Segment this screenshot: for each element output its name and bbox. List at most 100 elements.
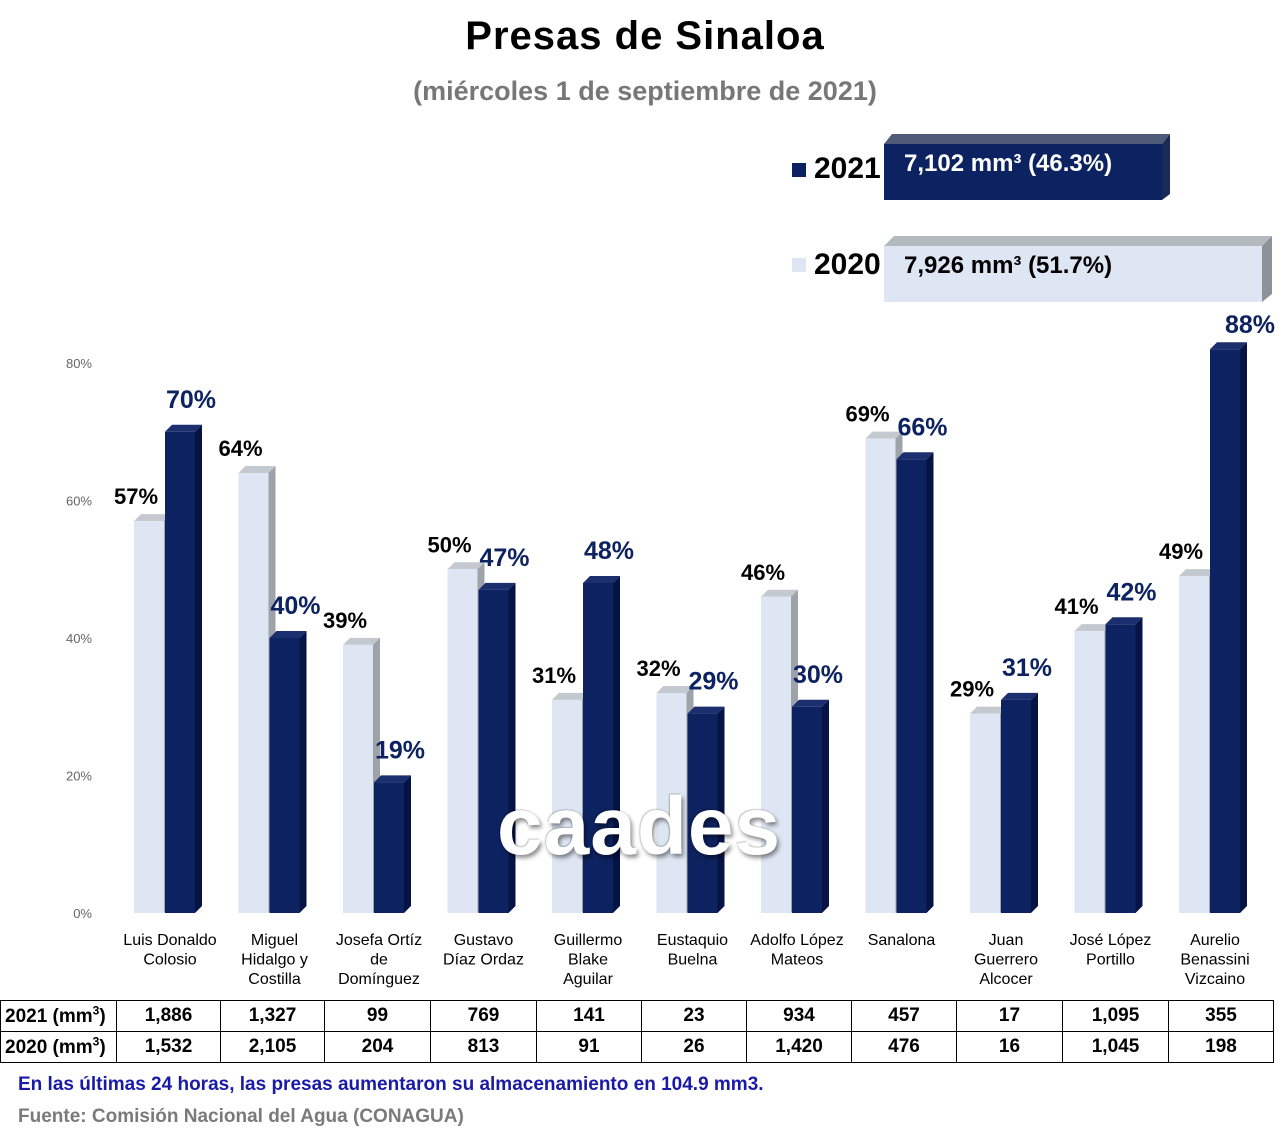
bar-2021 [1001, 692, 1038, 913]
table-row-2021: 2021 (mm3) 1,886 1,327 99 769 141 23 934… [0, 1000, 1274, 1032]
category-label-line: Vizcaino [1185, 971, 1245, 988]
category-label-line: Blake [568, 952, 608, 969]
category-label: Adolfo López Mateos [750, 932, 843, 969]
category-label: José López Portillo [1070, 932, 1152, 969]
data-label-2020: 29% [950, 677, 994, 702]
category-label: Gustavo Díaz Ordaz [443, 932, 524, 969]
category-label-line: Gustavo [454, 932, 514, 949]
table-cell: 813 [430, 1031, 537, 1063]
data-label-2021: 19% [375, 736, 425, 764]
data-label-2020: 39% [323, 608, 367, 633]
data-label-2021: 30% [793, 661, 843, 689]
table-cell: 1,886 [116, 1000, 221, 1032]
watermark-logo: caades [497, 781, 782, 872]
bar-2021 [269, 631, 307, 913]
category-label-line: Juan [989, 932, 1024, 949]
storage-table: 2021 (mm3) 1,886 1,327 99 769 141 23 934… [0, 1000, 1274, 1063]
chart-subtitle: (miércoles 1 de septiembre de 2021) [413, 76, 877, 106]
bar-2021 [1105, 617, 1143, 913]
table-cell: 1,045 [1062, 1031, 1169, 1063]
legend-swatch-2021 [792, 163, 806, 177]
bar-2021 [583, 576, 620, 913]
category-label-line: Colosio [143, 952, 196, 969]
chart-title: Presas de Sinaloa [465, 14, 825, 58]
category-label: Josefa Ortíz de Domínguez [336, 932, 422, 988]
category-label-line: Domínguez [338, 971, 420, 988]
category-label-line: Adolfo López [750, 932, 843, 949]
table-cell: 1,420 [746, 1031, 852, 1063]
data-label-2020: 41% [1054, 594, 1098, 619]
data-label-2020: 32% [636, 656, 680, 681]
table-cell: 476 [851, 1031, 957, 1063]
table-cell: 198 [1168, 1031, 1274, 1063]
data-label-2021: 40% [270, 592, 320, 620]
data-label-2020: 69% [845, 402, 889, 427]
bar-2021 [478, 582, 516, 913]
table-cell: 2,105 [220, 1031, 325, 1063]
data-label-2021: 70% [166, 386, 216, 414]
table-cell: 91 [536, 1031, 642, 1063]
table-cell: 26 [641, 1031, 747, 1063]
data-label-2020: 49% [1159, 539, 1203, 564]
legend-swatch-2020 [792, 258, 806, 272]
category-label: Aurelio Benassini Vizcaino [1180, 932, 1249, 988]
category-label-line: Costilla [248, 971, 301, 988]
data-label-2020: 31% [532, 663, 576, 688]
table-cell: 457 [851, 1000, 957, 1032]
category-label-line: Alcocer [979, 971, 1033, 988]
table-cell: 934 [746, 1000, 852, 1032]
table-cell: 17 [956, 1000, 1063, 1032]
legend-total-2020: 7,926 mm³ (51.7%) [904, 252, 1113, 279]
table-row-label-2021: 2021 (mm3) [0, 1000, 117, 1032]
category-label-line: de [370, 952, 388, 969]
category-label-line: Luis Donaldo [123, 932, 217, 949]
category-label: Eustaquio Buelna [657, 932, 728, 969]
table-cell: 769 [430, 1000, 537, 1032]
category-label: Miguel Hidalgo y Costilla [241, 932, 308, 988]
table-row-label-2020: 2020 (mm3) [0, 1031, 117, 1063]
category-label-line: Buelna [668, 952, 718, 969]
category-label: Guillermo Blake Aguilar [554, 932, 623, 988]
category-label-line: Miguel [251, 932, 298, 949]
data-label-2021: 29% [688, 668, 738, 696]
category-label-line: Hidalgo y [241, 952, 308, 969]
data-label-2021: 47% [479, 544, 529, 572]
legend-box-2021 [884, 134, 1170, 200]
bar-chart: 0% 20% 40% 60% 80% 57% 70% Luis Donaldo Colosio 6… [66, 311, 1275, 988]
table-cell: 16 [956, 1031, 1063, 1063]
category-label-line: Eustaquio [657, 932, 728, 949]
category-label: Juan Guerrero Alcocer [974, 932, 1038, 988]
data-label-2021: 66% [897, 413, 947, 441]
bar-2020 [552, 692, 589, 913]
category-label-line: Benassini [1180, 952, 1249, 969]
data-label-2020: 57% [114, 484, 158, 509]
data-label-2021: 48% [584, 537, 634, 565]
bar-2021 [687, 706, 725, 913]
data-label-2020: 64% [218, 436, 262, 461]
bar-2021 [1210, 342, 1247, 913]
y-tick-label: 0% [73, 906, 92, 921]
category-label-line: Aurelio [1190, 932, 1240, 949]
legend-total-2021: 7,102 mm³ (46.3%) [904, 150, 1113, 177]
category-label: Luis Donaldo Colosio [123, 932, 217, 969]
category-label-line: Aguilar [563, 971, 613, 988]
category-label-line: Guillermo [554, 932, 623, 949]
y-tick-label: 20% [66, 769, 92, 784]
footer-note: En las últimas 24 horas, las presas aume… [18, 1074, 764, 1095]
table-cell: 355 [1168, 1000, 1274, 1032]
category-label-line: Portillo [1086, 952, 1135, 969]
bar-2021 [792, 699, 829, 913]
category-label-line: José López [1070, 932, 1152, 949]
data-label-2020: 46% [741, 560, 785, 585]
legend-box-2020 [884, 236, 1272, 302]
bar-2021 [165, 424, 202, 913]
category-label: Sanalona [868, 932, 936, 949]
table-cell: 99 [324, 1000, 431, 1032]
table-cell: 141 [536, 1000, 642, 1032]
data-label-2021: 88% [1225, 311, 1275, 339]
category-label-line: Mateos [771, 952, 823, 969]
y-tick-label: 60% [66, 494, 92, 509]
category-label-line: Guerrero [974, 952, 1038, 969]
data-label-2021: 42% [1106, 578, 1156, 606]
legend-year-2021: 2021 [814, 152, 881, 185]
